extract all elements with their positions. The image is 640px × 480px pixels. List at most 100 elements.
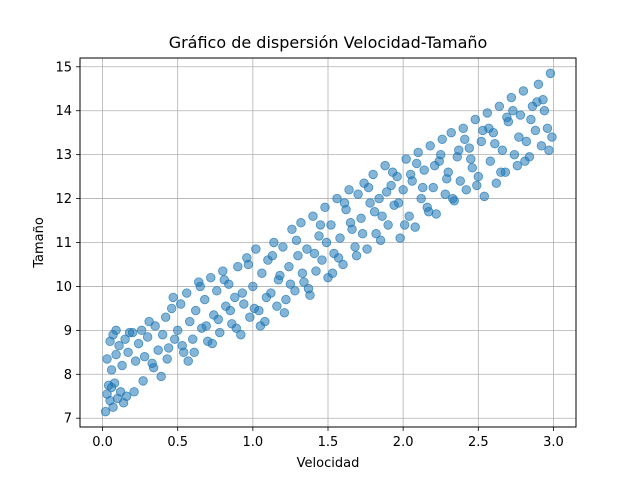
x-tick-label: 2.5 bbox=[468, 435, 489, 450]
scatter-point bbox=[494, 101, 505, 112]
scatter-point bbox=[185, 316, 195, 327]
scatter-point bbox=[299, 277, 309, 287]
scatter-point bbox=[106, 365, 117, 375]
scatter-point bbox=[153, 345, 163, 355]
scatter-point bbox=[297, 268, 308, 278]
scatter-point bbox=[544, 145, 554, 155]
y-tick-label: 12 bbox=[55, 192, 72, 207]
scatter-point bbox=[490, 138, 500, 149]
scatter-point bbox=[472, 180, 482, 191]
scatter-point bbox=[225, 305, 236, 316]
scatter-point bbox=[231, 323, 242, 333]
scatter-point bbox=[114, 341, 124, 351]
scatter-point bbox=[363, 182, 374, 193]
scatter-point bbox=[315, 220, 326, 230]
scatter-point bbox=[338, 259, 348, 270]
scatter-point bbox=[206, 272, 216, 283]
scatter-point bbox=[182, 288, 192, 298]
scatter-point bbox=[368, 169, 378, 180]
scatter-point bbox=[200, 294, 210, 305]
chart-title: Gráfico de dispersión Velocidad-Tamaño bbox=[169, 33, 488, 52]
scatter-point bbox=[398, 185, 408, 195]
y-axis-label: Tamaño bbox=[32, 217, 47, 269]
scatter-point bbox=[520, 156, 530, 166]
scatter-point bbox=[278, 242, 288, 252]
scatter-point bbox=[218, 266, 228, 276]
scatter-point bbox=[111, 349, 121, 360]
scatter-point bbox=[470, 114, 480, 125]
scatter-point bbox=[212, 286, 222, 296]
scatter-point bbox=[339, 198, 350, 208]
scatter-point bbox=[296, 218, 306, 228]
scatter-point bbox=[547, 132, 557, 142]
scatter-point bbox=[533, 79, 544, 90]
scatter-point bbox=[350, 242, 360, 252]
scatter-point bbox=[279, 308, 290, 318]
scatter-point bbox=[293, 250, 303, 261]
scatter-point bbox=[314, 231, 324, 241]
scatter-point bbox=[521, 136, 532, 147]
scatter-point bbox=[532, 97, 542, 107]
scatter-point bbox=[189, 347, 199, 358]
scatter-point bbox=[281, 294, 291, 305]
scatter-point bbox=[130, 356, 141, 366]
scatter-point bbox=[399, 220, 410, 230]
scatter-point bbox=[166, 303, 177, 314]
scatter-point bbox=[157, 330, 168, 340]
scatter-point bbox=[353, 189, 363, 199]
scatter-point bbox=[383, 220, 393, 230]
scatter-point bbox=[419, 165, 429, 175]
x-tick-label: 2.0 bbox=[393, 435, 414, 450]
scatter-point bbox=[239, 299, 249, 309]
scatter-point bbox=[386, 180, 396, 191]
scatter-point bbox=[440, 189, 450, 199]
axis-ticks: 0.0 0.5 1.0 1.5 2.0 2.5 3.0 7 8 9 10 11 12 13 14 15 bbox=[55, 60, 563, 450]
scatter-point bbox=[233, 261, 243, 272]
y-tick-label: 9 bbox=[64, 324, 72, 339]
scatter-point bbox=[484, 123, 494, 133]
scatter-point bbox=[381, 187, 392, 197]
scatter-point bbox=[497, 145, 508, 155]
scatter-point bbox=[129, 387, 139, 397]
scatter-point bbox=[395, 233, 405, 243]
y-tick-label: 8 bbox=[64, 368, 72, 383]
scatter-point bbox=[169, 334, 180, 344]
scatter-point bbox=[290, 286, 300, 296]
scatter-point bbox=[476, 136, 487, 147]
scatter-point bbox=[245, 312, 255, 322]
scatter-point bbox=[508, 106, 518, 116]
x-axis-label: Velocidad bbox=[297, 456, 360, 471]
scatter-point bbox=[369, 207, 380, 217]
y-tick-label: 10 bbox=[55, 280, 72, 295]
scatter-point bbox=[326, 220, 336, 230]
scatter-point bbox=[467, 163, 477, 173]
scatter-point bbox=[108, 402, 118, 412]
scatter-point bbox=[387, 167, 398, 177]
scatter-point bbox=[332, 193, 342, 204]
scatter-point bbox=[539, 106, 550, 116]
scatter-point bbox=[464, 143, 474, 153]
scatter-point bbox=[255, 321, 266, 331]
scatter-point bbox=[139, 352, 150, 362]
scatter-point bbox=[272, 301, 282, 311]
scatter-point bbox=[183, 356, 193, 366]
scatter-point bbox=[491, 178, 502, 188]
scatter-point bbox=[168, 292, 178, 303]
y-tick-label: 14 bbox=[55, 104, 72, 119]
scatter-point bbox=[142, 332, 153, 342]
scatter-point bbox=[285, 279, 296, 289]
scatter-point bbox=[536, 141, 547, 151]
scatter-point bbox=[518, 86, 529, 96]
scatter-point bbox=[195, 281, 205, 292]
scatter-point bbox=[375, 235, 386, 246]
scatter-point bbox=[401, 154, 411, 164]
scatter-point bbox=[411, 158, 422, 169]
scatter-point bbox=[163, 343, 174, 353]
x-tick-label: 3.0 bbox=[543, 435, 564, 450]
scatter-point bbox=[365, 198, 375, 208]
y-tick-label: 11 bbox=[55, 236, 72, 251]
scatter-point bbox=[213, 314, 223, 325]
scatter-point bbox=[428, 182, 438, 193]
scatter-point bbox=[458, 123, 468, 133]
